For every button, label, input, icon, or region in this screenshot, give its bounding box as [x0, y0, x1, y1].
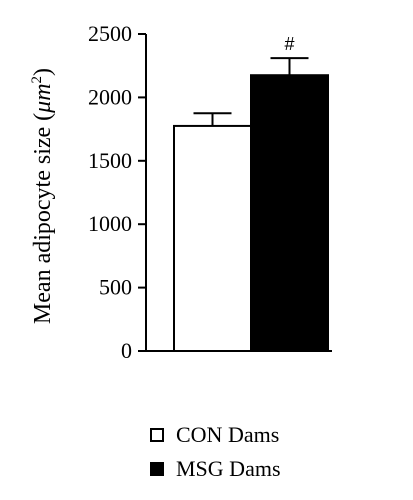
- bars: [173, 74, 329, 353]
- legend-item-msg: MSG Dams: [150, 452, 281, 486]
- y-tick-label: 500: [99, 275, 132, 300]
- y-tick-label: 2500: [88, 21, 132, 46]
- y-axis-ticks: 0 500 1000 1500 2000 2500: [88, 21, 146, 363]
- y-tick-label: 1000: [88, 211, 132, 236]
- legend-label-con: CON Dams: [176, 422, 280, 447]
- bar-chart: 0 500 1000 1500 2000 2500 Mean adipocyte size…: [29, 21, 332, 363]
- legend-swatch-con: [150, 428, 164, 442]
- legend-swatch-msg: [150, 462, 164, 476]
- bar-msg-dams: [250, 74, 329, 353]
- y-tick-label: 2000: [88, 84, 132, 109]
- legend-label-msg: MSG Dams: [176, 456, 281, 481]
- y-tick-label: 1500: [88, 148, 132, 173]
- legend: CON Dams MSG Dams: [150, 418, 281, 486]
- y-axis-title: Mean adipocyte size (μm2): [29, 68, 56, 324]
- bar-con-dams: [173, 124, 252, 353]
- annotations: #: [284, 34, 294, 54]
- error-bars: [193, 57, 309, 126]
- legend-item-con: CON Dams: [150, 418, 281, 452]
- y-tick-label: 0: [121, 338, 132, 363]
- significance-mark: #: [284, 34, 294, 54]
